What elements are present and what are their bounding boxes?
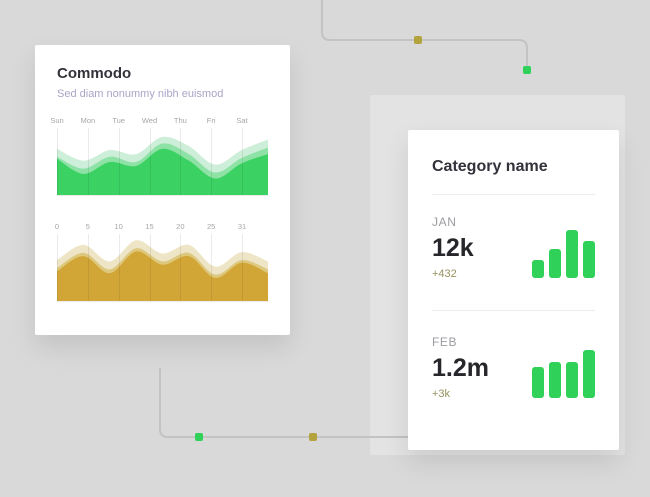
gridline xyxy=(57,234,58,301)
gridline xyxy=(242,234,243,301)
gridline xyxy=(211,234,213,301)
jan-bar-chart xyxy=(532,230,595,278)
front-wave-area xyxy=(57,251,268,301)
axis-label: 5 xyxy=(85,222,90,231)
connector-node-olive-top xyxy=(414,36,422,44)
gridline xyxy=(87,128,89,195)
gridline xyxy=(57,128,58,195)
gridline xyxy=(242,128,243,195)
monthly-gridlines xyxy=(57,234,243,301)
month-value: 1.2m xyxy=(432,354,489,382)
feb-bar-chart xyxy=(532,350,595,398)
bar xyxy=(566,230,578,278)
gridline xyxy=(180,128,182,195)
monthly-axis-labels: 0 5 10 15 20 25 31 xyxy=(54,220,246,232)
gridline xyxy=(118,128,120,195)
axis-label: Sun xyxy=(50,116,64,125)
axis-label: Tue xyxy=(112,116,125,125)
category-card: Category name JAN 12k +432 FEB 1.2m +3k xyxy=(408,130,619,450)
monthly-wave-area xyxy=(57,234,268,302)
axis-label: 15 xyxy=(145,222,154,231)
gridline xyxy=(87,234,89,301)
month-delta: +3k xyxy=(432,388,451,400)
monthly-area-chart: 0 5 10 15 20 25 31 xyxy=(54,220,268,302)
month-stats: JAN 12k +432 xyxy=(432,215,474,280)
connector-node-green-top xyxy=(523,66,531,74)
connector-node-green-bottom xyxy=(195,433,203,441)
axis-label: 10 xyxy=(114,222,123,231)
monthly-wave-svg xyxy=(57,240,268,301)
bar xyxy=(532,367,544,398)
axis-label: Thu xyxy=(173,116,187,125)
weekly-area-chart: Sun Mon Tue Wed Thu Fri Sat xyxy=(50,114,268,196)
chart-card: Commodo Sed diam nonummy nibh euismod Su… xyxy=(35,45,290,335)
card-subtitle: Sed diam nonummy nibh euismod xyxy=(57,88,224,100)
bar xyxy=(549,248,561,278)
month-label: FEB xyxy=(432,335,458,349)
axis-label: 31 xyxy=(237,222,247,231)
axis-label: 25 xyxy=(206,222,216,231)
month-stats: FEB 1.2m +3k xyxy=(432,335,489,400)
axis-label: Fri xyxy=(206,116,216,125)
weekly-wave-svg xyxy=(57,136,268,195)
bar xyxy=(583,350,595,398)
weekly-gridlines xyxy=(57,128,243,195)
bar xyxy=(532,260,544,278)
bar xyxy=(549,361,561,398)
axis-label: Sat xyxy=(236,116,248,125)
month-block-jan: JAN 12k +432 xyxy=(432,215,595,280)
gridline xyxy=(180,234,182,301)
axis-label: 20 xyxy=(176,222,185,231)
gridline xyxy=(211,128,213,195)
month-delta: +432 xyxy=(432,268,457,280)
divider xyxy=(432,194,595,195)
axis-label: 0 xyxy=(54,222,60,231)
category-card-title: Category name xyxy=(432,158,548,175)
month-block-feb: FEB 1.2m +3k xyxy=(432,335,595,400)
month-label: JAN xyxy=(432,215,457,229)
axis-label: Mon xyxy=(80,116,96,125)
weekly-wave-area xyxy=(57,128,268,196)
axis-label: Wed xyxy=(141,116,158,125)
gridline xyxy=(149,128,151,195)
front-wave-area xyxy=(57,148,268,195)
bar xyxy=(566,361,578,398)
gridline xyxy=(118,234,120,301)
weekly-axis-labels: Sun Mon Tue Wed Thu Fri Sat xyxy=(50,114,247,126)
divider xyxy=(432,310,595,311)
month-value: 12k xyxy=(432,234,474,262)
connector-node-olive-bottom xyxy=(309,433,317,441)
connector-line-top xyxy=(321,0,528,70)
gridline xyxy=(149,234,151,301)
card-title: Commodo xyxy=(57,65,132,82)
bar xyxy=(583,240,595,278)
